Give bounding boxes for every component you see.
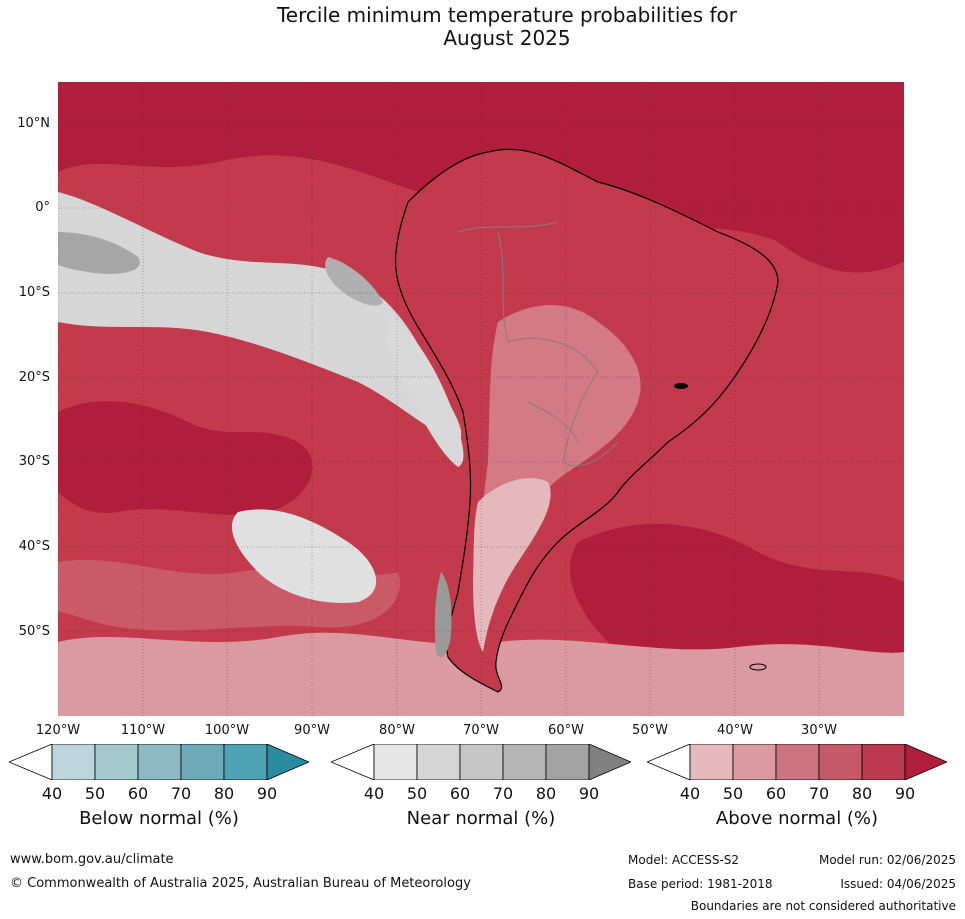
lat-label-10n: 10°N: [17, 116, 50, 131]
cbar-below-tick: 90: [256, 784, 278, 803]
cbar-near-tick: 70: [492, 784, 514, 803]
cbar-above-tick: 90: [894, 784, 916, 803]
lon-label-40w: 40°W: [717, 723, 753, 738]
cbar-below-tick: 80: [213, 784, 235, 803]
lon-label-110w: 110°W: [120, 723, 166, 738]
colorbar-near-normal: 40 50 60 70 80 90: [329, 743, 633, 803]
footer-base-period: Base period: 1981-2018: [628, 877, 773, 891]
footer-copyright: © Commonwealth of Australia 2025, Austra…: [10, 876, 471, 891]
cbar-near-max-arrow: [588, 743, 633, 781]
footer-model-run: Model run: 02/06/2025: [818, 853, 956, 867]
cbar-below-min-arrow: [7, 743, 53, 781]
cbar-below-50-60: [94, 743, 139, 781]
lat-label-10s: 10°S: [18, 285, 50, 300]
above-90-region-south-atlantic: [569, 523, 904, 685]
cbar-near-50-60: [416, 743, 461, 781]
graticule: [58, 82, 904, 716]
cbar-above-tick: 70: [808, 784, 830, 803]
lon-label-50w: 50°W: [632, 723, 668, 738]
island-falklands: [674, 383, 688, 389]
lat-label-0: 0°: [35, 200, 50, 215]
cbar-near-min-arrow: [329, 743, 375, 781]
title-line-1: Tercile minimum temperature probabilitie…: [276, 3, 738, 27]
lon-label-60w: 60°W: [548, 723, 584, 738]
title-line-2: August 2025: [443, 26, 571, 50]
cbar-below-tick: 50: [84, 784, 106, 803]
footer-disclaimer: Boundaries are not considered authoritat…: [690, 899, 956, 913]
cbar-above-tick: 60: [765, 784, 787, 803]
legend-title-above: Above normal (%): [715, 808, 879, 829]
cbar-near-80-90: [545, 743, 590, 781]
probability-map: [58, 82, 904, 716]
lon-label-30w: 30°W: [801, 723, 837, 738]
cbar-near-tick: 90: [578, 784, 600, 803]
colorbar-near-normal-svg: [329, 743, 633, 781]
cbar-near-tick: 80: [535, 784, 557, 803]
lat-label-40s: 40°S: [18, 539, 50, 554]
footer-url: www.bom.gov.au/climate: [10, 852, 174, 867]
above-90-region-west-pacific: [58, 401, 313, 515]
cbar-below-max-arrow: [266, 743, 311, 781]
colorbar-above-normal-svg: [645, 743, 949, 781]
lon-label-80w: 80°W: [379, 723, 415, 738]
country-borders: [457, 221, 619, 467]
cbar-above-40-50: [689, 743, 734, 781]
cbar-below-40-50: [51, 743, 96, 781]
lat-label-20s: 20°S: [18, 370, 50, 385]
footer-model: Model: ACCESS-S2: [628, 853, 740, 867]
above-40-region-argentina: [473, 478, 551, 652]
cbar-above-60-70: [775, 743, 820, 781]
cbar-near-70-80: [502, 743, 547, 781]
cbar-near-60-70: [459, 743, 504, 781]
near-normal-coast-region: [384, 312, 464, 467]
cbar-below-80-90: [223, 743, 268, 781]
colorbar-below-normal-svg: [7, 743, 311, 781]
colorbar-above-normal: 40 50 60 70 80 90: [645, 743, 949, 803]
map-svg: [58, 82, 904, 716]
near-normal-region-pacific: [58, 192, 462, 442]
cbar-above-80-90: [861, 743, 906, 781]
legend-title-below: Below normal (%): [79, 808, 239, 829]
lon-label-70w: 70°W: [463, 723, 499, 738]
cbar-above-tick: 50: [722, 784, 744, 803]
cbar-above-tick: 40: [679, 784, 701, 803]
cbar-near-tick: 40: [363, 784, 385, 803]
cbar-near-40-50: [373, 743, 418, 781]
chart-title: Tercile minimum temperature probabilitie…: [200, 4, 814, 50]
near-normal-region-south-pacific: [231, 509, 377, 603]
cbar-below-tick: 70: [170, 784, 192, 803]
legend-title-near: Near normal (%): [406, 808, 556, 829]
cbar-below-60-70: [137, 743, 182, 781]
footer-issued: Issued: 04/06/2025: [840, 877, 956, 891]
near-normal-strong-region: [58, 232, 140, 274]
cbar-near-tick: 50: [406, 784, 428, 803]
cbar-below-70-80: [180, 743, 225, 781]
lon-label-90w: 90°W: [294, 723, 330, 738]
cbar-above-max-arrow: [904, 743, 949, 781]
lat-label-50s: 50°S: [18, 624, 50, 639]
colorbar-below-normal: 40 50 60 70 80 90: [7, 743, 311, 803]
cbar-above-min-arrow: [645, 743, 691, 781]
cbar-above-50-60: [732, 743, 777, 781]
lat-label-30s: 30°S: [18, 454, 50, 469]
lon-label-120w: 120°W: [35, 723, 81, 738]
cbar-below-tick: 40: [41, 784, 63, 803]
cbar-above-tick: 80: [851, 784, 873, 803]
near-normal-strong-region-2: [325, 257, 383, 306]
cbar-above-70-80: [818, 743, 863, 781]
cbar-below-tick: 60: [127, 784, 149, 803]
cbar-near-tick: 60: [449, 784, 471, 803]
near-normal-andes-south: [434, 572, 452, 658]
lon-label-100w: 100°W: [204, 723, 250, 738]
island-south-georgia: [749, 663, 767, 671]
